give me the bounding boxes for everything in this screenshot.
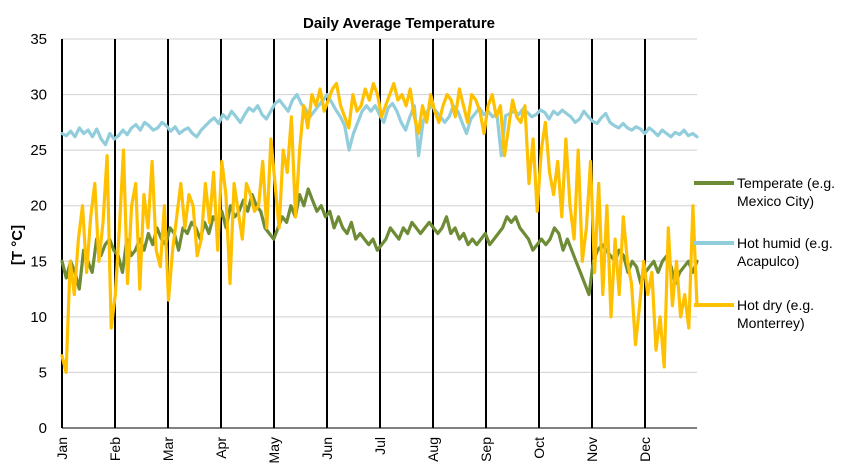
y-tick-label: 10: [30, 309, 47, 326]
x-tick-label: Oct: [531, 437, 547, 459]
legend-label: Monterrey): [737, 315, 805, 331]
y-tick-label: 15: [30, 253, 47, 270]
y-tick-label: 20: [30, 198, 47, 215]
x-tick-label: Mar: [160, 437, 176, 461]
legend-label: Hot humid (e.g.: [737, 235, 833, 251]
x-tick-label: Jul: [372, 437, 388, 455]
x-tick-label: May: [266, 437, 282, 463]
x-tick-label: Jun: [319, 437, 335, 460]
legend-label: Hot dry (e.g.: [737, 297, 814, 313]
x-tick-label: Sep: [478, 437, 494, 462]
x-tick-label: Dec: [637, 437, 653, 462]
x-tick-labels: Jan Feb Mar Apr May Jun Jul Aug Sep Oct Nov Dec: [54, 437, 653, 464]
series-temperate-line: [60, 187, 699, 297]
series-lines: [60, 81, 699, 374]
y-tick-labels: 0 5 10 15 20 25 30 35: [30, 31, 47, 437]
x-tick-label: Apr: [213, 437, 229, 459]
y-tick-label: 25: [30, 142, 47, 159]
y-tick-label: 35: [30, 31, 47, 48]
series-hot-dry-line: [60, 81, 699, 374]
y-axis-label: [T °C]: [9, 225, 26, 265]
y-tick-label: 0: [39, 420, 47, 437]
y-tick-label: 30: [30, 87, 47, 104]
x-tick-label: Nov: [584, 437, 600, 462]
legend-label: Mexico City): [737, 193, 814, 209]
x-tick-label: Feb: [107, 437, 123, 461]
legend: Temperate (e.g. Mexico City) Hot humid (e.…: [694, 175, 835, 331]
x-tick-label: Aug: [425, 437, 441, 462]
legend-label: Acapulco): [737, 253, 799, 269]
chart-title: Daily Average Temperature: [303, 15, 495, 32]
x-tick-label: Jan: [54, 437, 70, 460]
legend-label: Temperate (e.g.: [737, 175, 835, 191]
y-tick-label: 5: [39, 364, 47, 381]
